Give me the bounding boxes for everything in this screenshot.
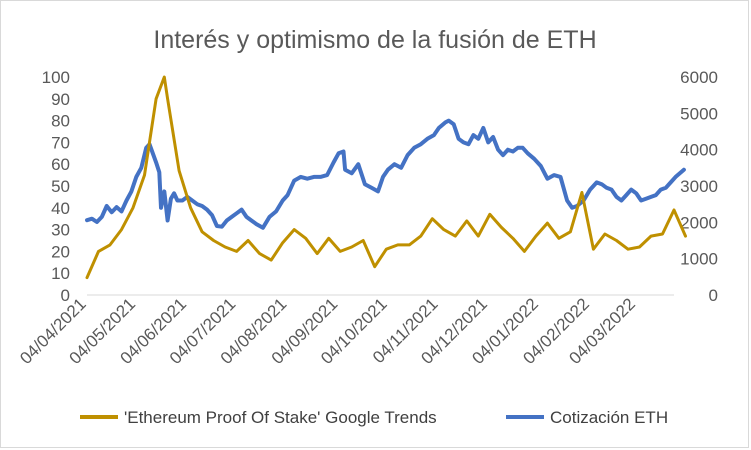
- right-y-tick-label: 3000: [680, 177, 718, 196]
- left-y-tick-label: 50: [51, 177, 70, 196]
- left-y-tick-label: 80: [51, 112, 70, 131]
- legend-label-trends: 'Ethereum Proof Of Stake' Google Trends: [124, 408, 437, 427]
- left-y-tick-label: 30: [51, 221, 70, 240]
- legend-label-eth: Cotización ETH: [550, 408, 668, 427]
- x-axis: 04/04/202104/05/202104/06/202104/07/2021…: [16, 294, 674, 368]
- chart-title: Interés y optimismo de la fusión de ETH: [153, 26, 596, 54]
- series-layer: [85, 75, 687, 280]
- left-y-tick-label: 0: [61, 286, 70, 305]
- legend: 'Ethereum Proof Of Stake' Google Trends …: [80, 408, 668, 427]
- right-y-axis: 0 1000 2000 3000 4000 5000 6000: [680, 68, 718, 305]
- right-y-tick-label: 5000: [680, 104, 718, 123]
- right-y-tick-label: 4000: [680, 141, 718, 160]
- left-y-tick-label: 40: [51, 199, 70, 218]
- right-y-tick-label: 6000: [680, 68, 718, 87]
- series-line-google-trends: [85, 75, 687, 280]
- left-y-tick-label: 70: [51, 133, 70, 152]
- left-y-axis: 0 10 20 30 40 50 60 70 80 90 100: [42, 68, 70, 305]
- left-y-tick-label: 20: [51, 242, 70, 261]
- right-y-tick-label: 0: [709, 286, 718, 305]
- left-y-tick-label: 90: [51, 90, 70, 109]
- right-y-tick-label: 1000: [680, 250, 718, 269]
- left-y-tick-label: 10: [51, 264, 70, 283]
- left-y-tick-label: 60: [51, 155, 70, 174]
- left-y-tick-label: 100: [42, 68, 70, 87]
- right-y-tick-label: 2000: [680, 213, 718, 232]
- series-line-eth-price: [85, 118, 686, 230]
